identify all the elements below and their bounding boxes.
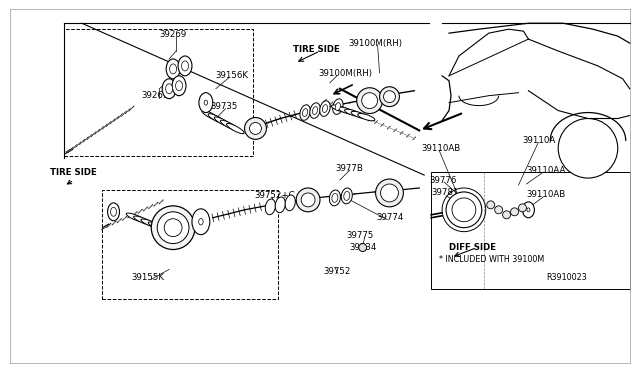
Ellipse shape: [111, 207, 116, 216]
Ellipse shape: [192, 209, 210, 235]
Ellipse shape: [162, 79, 176, 99]
Ellipse shape: [303, 109, 308, 116]
Text: * INCLUDED WITH 39100M: * INCLUDED WITH 39100M: [439, 255, 545, 264]
Circle shape: [381, 184, 399, 202]
Ellipse shape: [332, 105, 348, 112]
Circle shape: [151, 206, 195, 250]
Ellipse shape: [341, 188, 352, 204]
Circle shape: [164, 219, 182, 237]
Text: 39156K: 39156K: [216, 71, 249, 80]
Circle shape: [511, 208, 518, 216]
Circle shape: [362, 93, 378, 109]
Ellipse shape: [300, 105, 310, 120]
Ellipse shape: [214, 117, 232, 127]
Ellipse shape: [330, 190, 340, 206]
Ellipse shape: [335, 103, 340, 110]
Ellipse shape: [126, 213, 147, 222]
Circle shape: [376, 179, 403, 207]
Text: 39269: 39269: [141, 91, 168, 100]
Circle shape: [244, 118, 266, 140]
Ellipse shape: [332, 193, 338, 202]
Ellipse shape: [148, 222, 168, 231]
Ellipse shape: [275, 197, 285, 213]
Ellipse shape: [198, 218, 203, 225]
Ellipse shape: [175, 81, 182, 91]
Text: 39110AA: 39110AA: [527, 166, 566, 174]
Circle shape: [356, 88, 383, 113]
Ellipse shape: [199, 93, 213, 113]
Ellipse shape: [141, 219, 161, 228]
Ellipse shape: [202, 110, 220, 121]
Text: TIRE SIDE: TIRE SIDE: [293, 45, 340, 54]
Text: 39110AB: 39110AB: [527, 190, 566, 199]
Text: TIRE SIDE: TIRE SIDE: [50, 168, 97, 177]
Ellipse shape: [166, 84, 173, 94]
Circle shape: [446, 192, 482, 228]
Text: 39110AB: 39110AB: [421, 144, 461, 153]
Ellipse shape: [323, 105, 328, 112]
Text: 39155K: 39155K: [131, 273, 164, 282]
Ellipse shape: [134, 216, 154, 225]
Ellipse shape: [310, 103, 320, 118]
Circle shape: [296, 188, 320, 212]
Text: 39110A: 39110A: [522, 136, 556, 145]
Ellipse shape: [227, 124, 244, 134]
Text: 39100M(RH): 39100M(RH): [349, 39, 403, 48]
Text: 39774: 39774: [376, 213, 404, 222]
Circle shape: [502, 211, 511, 219]
Ellipse shape: [182, 61, 189, 71]
Ellipse shape: [344, 192, 350, 201]
Ellipse shape: [358, 113, 375, 121]
Text: 39781: 39781: [431, 189, 458, 198]
Text: 3977B: 3977B: [336, 164, 364, 173]
Circle shape: [301, 193, 315, 207]
Circle shape: [518, 204, 527, 212]
Ellipse shape: [220, 120, 238, 131]
Ellipse shape: [522, 202, 534, 218]
Ellipse shape: [172, 76, 186, 96]
Ellipse shape: [527, 208, 530, 212]
Text: 39752+C: 39752+C: [255, 192, 295, 201]
Text: 39100M(RH): 39100M(RH): [318, 69, 372, 78]
Circle shape: [495, 206, 502, 214]
Ellipse shape: [266, 199, 275, 215]
Circle shape: [250, 122, 262, 134]
Ellipse shape: [108, 203, 120, 221]
Ellipse shape: [166, 59, 180, 79]
Circle shape: [452, 198, 476, 222]
Ellipse shape: [170, 64, 177, 74]
Text: R3910023: R3910023: [547, 273, 587, 282]
Circle shape: [380, 87, 399, 107]
Ellipse shape: [320, 101, 330, 116]
Circle shape: [558, 119, 618, 178]
Text: 39752: 39752: [323, 267, 350, 276]
Ellipse shape: [338, 107, 355, 114]
Text: 39734: 39734: [350, 243, 377, 252]
Bar: [64, 29, 253, 156]
Text: 39269: 39269: [159, 30, 186, 39]
Text: 39735: 39735: [211, 102, 238, 111]
Ellipse shape: [204, 100, 207, 105]
Ellipse shape: [351, 111, 368, 119]
Text: 39776: 39776: [429, 176, 456, 185]
Ellipse shape: [344, 109, 362, 116]
Circle shape: [383, 91, 396, 103]
Ellipse shape: [208, 113, 226, 124]
Ellipse shape: [312, 107, 317, 115]
Ellipse shape: [333, 99, 343, 114]
Text: 39775: 39775: [347, 231, 374, 240]
Ellipse shape: [358, 244, 367, 251]
Ellipse shape: [285, 195, 295, 211]
Ellipse shape: [178, 56, 192, 76]
Circle shape: [487, 201, 495, 209]
Bar: [431, 172, 630, 289]
Circle shape: [157, 212, 189, 244]
Text: DIFF SIDE: DIFF SIDE: [449, 243, 496, 252]
Bar: [102, 190, 278, 299]
